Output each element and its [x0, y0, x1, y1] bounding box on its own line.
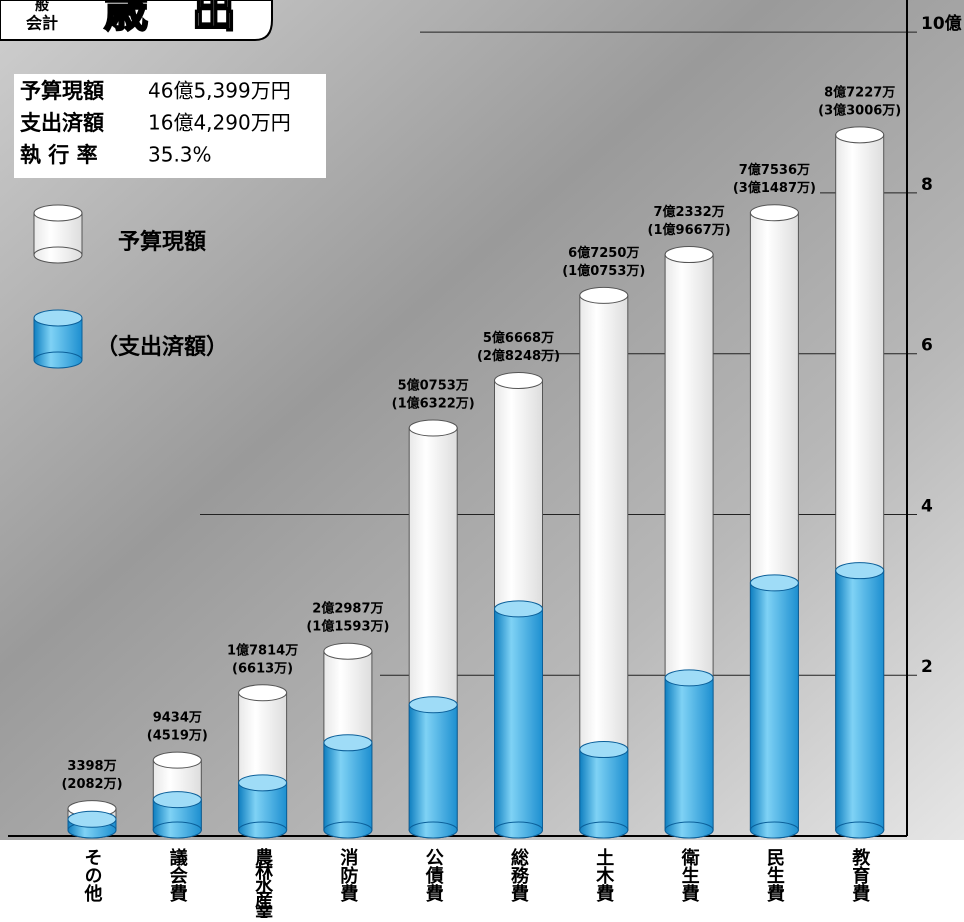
chart: 般 会計 歳 出 予算現額 46億5,399万円支出済額 16億4,290万円執 行… — [0, 0, 964, 918]
cylinder-top — [665, 247, 713, 263]
cylinder-top — [239, 775, 287, 791]
value-label: 3398万 — [67, 759, 116, 774]
cylinder-body — [409, 705, 457, 830]
cylinder-body — [836, 571, 884, 830]
legend-swatch — [34, 352, 82, 368]
x-tick-label: 衛生費 — [679, 847, 701, 903]
cylinder-top — [580, 742, 628, 758]
cylinder-top — [665, 670, 713, 686]
cylinder-top — [153, 752, 201, 768]
cylinder-bottom — [495, 822, 543, 838]
y-tick-label: 6 — [921, 336, 933, 356]
cylinder-bottom — [836, 822, 884, 838]
summary-value: 46億5,399万円 — [148, 79, 291, 103]
cylinder-bottom — [324, 822, 372, 838]
x-tick-label: 教育費 — [849, 847, 870, 903]
value-label: 8億7227万 — [824, 84, 895, 100]
cylinder-body — [495, 609, 543, 830]
cylinder-body — [665, 678, 713, 830]
cylinder-top — [495, 601, 543, 617]
x-tick-label: 公債費 — [423, 848, 445, 903]
value-label: (2億8248万) — [477, 348, 560, 364]
summary-label: 支出済額 — [20, 111, 104, 135]
y-tick-label: 8 — [921, 175, 933, 195]
legend-swatch — [34, 247, 82, 263]
legend-swatch — [34, 205, 82, 221]
cylinder-body — [580, 750, 628, 830]
value-label: (1億1593万) — [306, 619, 389, 635]
label-band — [0, 840, 964, 918]
header-sub: 会計 — [26, 14, 58, 33]
summary-value: 16億4,290万円 — [148, 111, 291, 135]
cylinder-bottom — [409, 822, 457, 838]
value-label: 5億0753万 — [398, 378, 469, 394]
cylinder-top — [836, 563, 884, 579]
value-label: (3億1487万) — [733, 180, 816, 196]
cylinder-top — [750, 575, 798, 591]
x-tick-label: 議会費 — [167, 847, 188, 903]
summary-label: 執 行 率 — [20, 143, 98, 167]
x-tick-label: その他 — [82, 848, 104, 902]
x-tick-label: 総務費 — [508, 847, 529, 903]
value-label: 2億2987万 — [312, 601, 383, 617]
cylinder-top — [580, 287, 628, 303]
cylinder-top — [68, 811, 116, 827]
cylinder-body — [750, 583, 798, 830]
value-label: 5億6668万 — [483, 330, 554, 346]
summary-value: 35.3% — [148, 143, 212, 167]
value-label: (1億9667万) — [648, 222, 731, 238]
y-tick-label: 10億 — [921, 13, 962, 34]
legend-label: （支出済額） — [96, 334, 228, 360]
cylinder-bottom — [153, 822, 201, 838]
cylinder-top — [750, 205, 798, 221]
value-label: (6613万) — [232, 661, 293, 676]
x-tick-label: 農林水産業費 — [252, 848, 274, 918]
value-label: (3億3006万) — [818, 102, 901, 118]
value-label: 9434万 — [153, 711, 202, 726]
summary-label: 予算現額 — [20, 79, 104, 103]
header-sub: 般 — [35, 0, 49, 14]
value-label: (4519万) — [147, 729, 208, 744]
cylinder-top — [409, 420, 457, 436]
x-tick-label: 消防費 — [337, 847, 358, 903]
value-label: 7億7536万 — [739, 162, 810, 178]
cylinder-bottom — [580, 822, 628, 838]
x-tick-label: 民生費 — [764, 848, 785, 903]
value-label: (2082万) — [61, 777, 122, 792]
cylinder-top — [836, 127, 884, 143]
value-label: 6億7250万 — [568, 245, 639, 261]
cylinder-top — [239, 685, 287, 701]
cylinder-top — [324, 735, 372, 751]
header-title: 歳 出 — [104, 0, 236, 37]
value-label: 7億2332万 — [653, 204, 724, 220]
cylinder-bottom — [239, 822, 287, 838]
value-label: (1億6322万) — [392, 396, 475, 412]
cylinder-top — [153, 792, 201, 808]
cylinder-top — [495, 372, 543, 388]
cylinder-top — [324, 643, 372, 659]
x-tick-label: 土木費 — [593, 848, 615, 903]
cylinder-top — [409, 697, 457, 713]
cylinder-bottom — [750, 822, 798, 838]
value-label: (1億0753万) — [562, 263, 645, 279]
cylinder-bottom — [665, 822, 713, 838]
legend-swatch — [34, 310, 82, 326]
y-tick-label: 2 — [921, 657, 933, 677]
legend-label: 予算現額 — [118, 229, 206, 255]
cylinder-body — [324, 743, 372, 830]
y-tick-label: 4 — [921, 496, 933, 516]
value-label: 1億7814万 — [227, 642, 298, 658]
